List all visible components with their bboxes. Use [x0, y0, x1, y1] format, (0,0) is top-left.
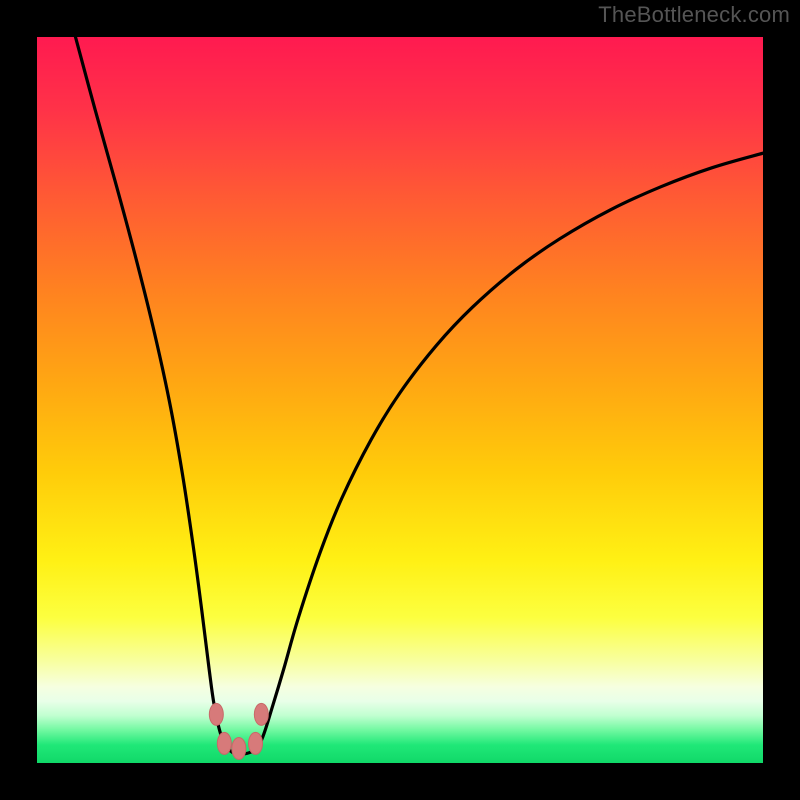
bottleneck-curve	[37, 37, 763, 763]
watermark-label: TheBottleneck.com	[598, 2, 790, 28]
chart-frame: TheBottleneck.com	[0, 0, 800, 800]
bottleneck-curve-path	[75, 37, 763, 754]
curve-marker	[209, 703, 223, 725]
plot-area	[37, 37, 763, 763]
curve-marker	[254, 703, 268, 725]
curve-marker	[232, 737, 246, 759]
curve-marker	[217, 732, 231, 754]
curve-marker	[249, 732, 263, 754]
